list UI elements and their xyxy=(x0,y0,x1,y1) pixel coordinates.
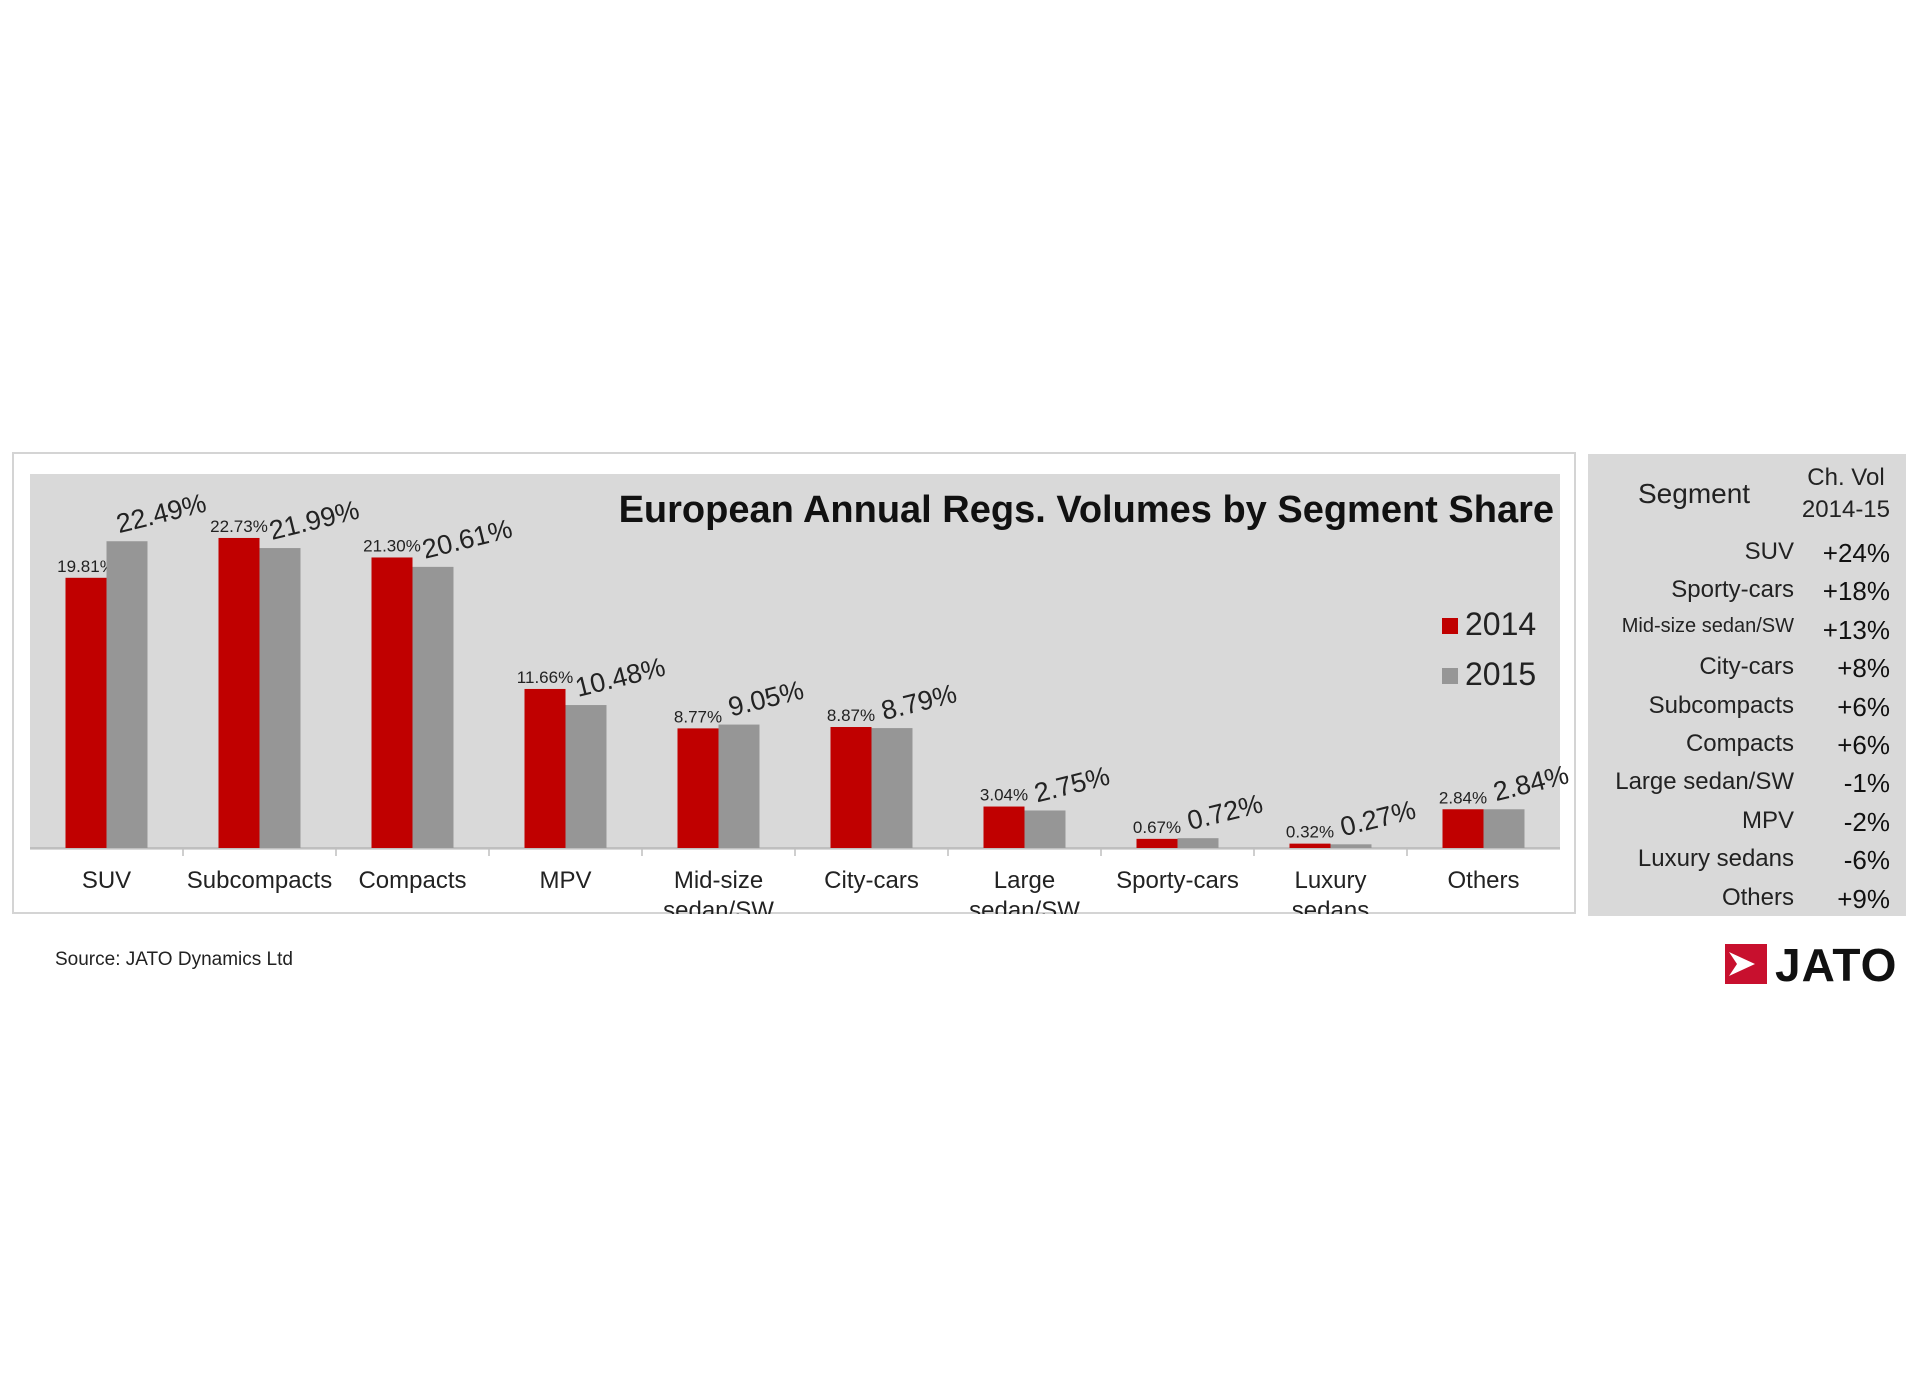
segment-name: Compacts xyxy=(1685,730,1794,757)
bar-2014 xyxy=(371,557,413,848)
change-header: Ch. Vol 2014-15 xyxy=(1802,462,1890,526)
segment-name: SUV xyxy=(1744,538,1794,565)
category-label: Sporty-cars xyxy=(1116,867,1239,894)
change-volume-table: Segment Ch. Vol 2014-15 SUV +24% Sporty-ca… xyxy=(1588,454,1906,916)
data-label-2014: 19.81% xyxy=(57,557,115,576)
data-label-2014: 0.67% xyxy=(1133,818,1181,837)
bar-2014 xyxy=(1289,843,1331,848)
change-value: -2% xyxy=(1843,806,1890,837)
segment-name: Sporty-cars xyxy=(1671,576,1794,604)
table-row: Compacts +6% xyxy=(1588,726,1906,764)
bar-2014 xyxy=(218,537,260,848)
segment-name: City-cars xyxy=(1699,653,1794,681)
bar-2015 xyxy=(412,566,454,848)
change-value: +6% xyxy=(1837,730,1890,760)
table-row: Mid-size sedan/SW +13% xyxy=(1588,611,1906,649)
table-row: Subcompacts +6% xyxy=(1588,688,1906,726)
data-label-2014: 3.04% xyxy=(980,786,1028,805)
legend-label-2015: 2015 xyxy=(1465,656,1536,692)
data-label-2014: 2.84% xyxy=(1439,788,1487,807)
data-label-2014: 21.30% xyxy=(363,536,421,555)
segment-name: MPV xyxy=(1741,806,1794,834)
bar-2015 xyxy=(565,705,607,848)
segment-name: Large sedan/SW xyxy=(1615,768,1794,796)
table-row: Luxury sedans -6% xyxy=(1588,841,1906,879)
category-label: Subcompacts xyxy=(187,867,332,894)
table-row: Others +9% xyxy=(1588,880,1906,918)
jato-arrow-icon xyxy=(1725,944,1767,984)
segment-name: Subcompacts xyxy=(1648,691,1794,719)
data-label-2014: 8.87% xyxy=(827,706,875,725)
table-row: Sporty-cars +18% xyxy=(1588,572,1906,610)
bar-2014 xyxy=(1136,838,1178,848)
change-value: -6% xyxy=(1843,845,1890,876)
bar-2015 xyxy=(718,724,760,848)
legend-label-2014: 2014 xyxy=(1465,606,1536,642)
category-label: Large sedan/SW xyxy=(969,867,1080,914)
bar-2015 xyxy=(1024,810,1066,848)
segment-share-chart: 19.81%22.49%SUV22.73%21.99%Subcompacts21… xyxy=(30,474,1572,914)
category-label: SUV xyxy=(82,867,131,894)
change-value: -1% xyxy=(1843,768,1890,799)
category-label: Mid-size sedan/SW xyxy=(663,867,774,914)
segment-name: Others xyxy=(1721,883,1794,911)
legend-swatch-2014 xyxy=(1442,618,1458,634)
category-label: Luxury sedans xyxy=(1292,867,1369,914)
category-label: City-cars xyxy=(824,867,919,894)
data-label-2014: 22.73% xyxy=(210,517,268,536)
segment-name: Mid-size sedan/SW xyxy=(1621,614,1794,637)
bar-2015 xyxy=(1483,809,1525,848)
table-row: MPV -2% xyxy=(1588,803,1906,841)
category-label: Compacts xyxy=(358,867,466,894)
table-row: SUV +24% xyxy=(1588,534,1906,572)
data-label-2014: 11.66% xyxy=(517,668,573,687)
change-header-line1: Ch. Vol xyxy=(1807,464,1885,491)
table-row: City-cars +8% xyxy=(1588,649,1906,687)
segment-name: Luxury sedans xyxy=(1637,845,1794,873)
change-value: +24% xyxy=(1822,538,1890,568)
table-row: Large sedan/SW -1% xyxy=(1588,764,1906,802)
bar-2015 xyxy=(106,541,148,848)
change-value: +9% xyxy=(1837,883,1890,914)
legend-swatch-2015 xyxy=(1442,668,1458,684)
bar-2014 xyxy=(677,728,719,848)
brand-name: JATO xyxy=(1775,939,1898,991)
change-value: +18% xyxy=(1822,576,1890,607)
bar-2015 xyxy=(1330,844,1372,848)
table-header: Segment Ch. Vol 2014-15 xyxy=(1588,454,1906,534)
segment-header: Segment xyxy=(1638,478,1751,509)
bar-2015 xyxy=(1177,838,1219,848)
change-value: +13% xyxy=(1822,614,1890,645)
data-label-2014: 0.32% xyxy=(1286,823,1334,842)
bar-2014 xyxy=(983,806,1025,848)
bar-2014 xyxy=(1442,809,1484,848)
category-label: MPV xyxy=(539,867,591,894)
category-label: Others xyxy=(1447,867,1519,894)
bar-2015 xyxy=(871,728,913,848)
change-value: +8% xyxy=(1837,653,1890,684)
jato-logo: JATO xyxy=(1725,938,1905,991)
change-header-line2: 2014-15 xyxy=(1801,496,1890,523)
bar-2014 xyxy=(65,577,107,848)
change-value: +6% xyxy=(1837,691,1890,722)
bar-2014 xyxy=(524,688,566,848)
bar-2015 xyxy=(259,548,301,848)
source-note: Source: JATO Dynamics Ltd xyxy=(55,949,293,970)
chart-title: European Annual Regs. Volumes by Segment… xyxy=(619,489,1554,531)
data-label-2014: 8.77% xyxy=(674,707,722,726)
bar-2014 xyxy=(830,727,872,848)
